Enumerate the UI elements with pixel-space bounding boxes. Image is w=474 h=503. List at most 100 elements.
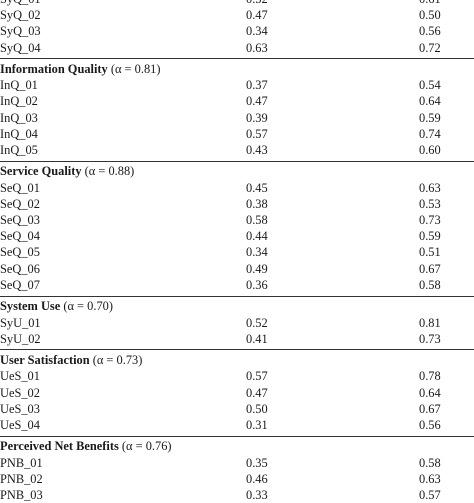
table-row: UeS_04 0.31 0.56 <box>0 417 474 433</box>
table-row: SeQ_04 0.44 0.59 <box>0 228 474 244</box>
section-header: System Use (α = 0.70) <box>0 298 474 315</box>
table-row: SyU_02 0.41 0.73 <box>0 331 474 347</box>
table-section: Information Quality (α = 0.81) InQ_01 0.37… <box>0 58 474 158</box>
table-row: SeQ_06 0.49 0.67 <box>0 261 474 277</box>
table-row: PNB_01 0.35 0.58 <box>0 455 474 471</box>
value-col-2: 0.67 <box>419 401 441 416</box>
item-code: UeS_04 <box>0 417 40 432</box>
value-col-1: 0.36 <box>246 277 268 292</box>
section-header: Perceived Net Benefits (α = 0.76) <box>0 438 474 455</box>
value-col-1: 0.58 <box>246 213 268 228</box>
item-code: SeQ_04 <box>0 229 40 244</box>
table-row: PNB_02 0.46 0.63 <box>0 471 474 487</box>
table-section: User Satisfaction (α = 0.73) UeS_01 0.57 0.… <box>0 349 474 433</box>
value-col-1: 0.43 <box>246 143 268 157</box>
table-row: PNB_03 0.33 0.57 <box>0 487 474 503</box>
value-col-2: 0.56 <box>419 417 441 432</box>
item-code: PNB_01 <box>0 455 43 470</box>
section-header: Information Quality (α = 0.81) <box>0 61 474 78</box>
table-row: SyQ_03 0.34 0.56 <box>0 23 474 39</box>
value-col-2: 0.64 <box>419 385 441 400</box>
value-col-2: 0.60 <box>419 143 441 157</box>
item-code: SyU_02 <box>0 331 41 346</box>
value-col-1: 0.49 <box>246 261 268 276</box>
item-code: SyQ_03 <box>0 24 41 39</box>
item-code: PNB_02 <box>0 471 43 486</box>
construct-title: Service Quality <box>0 164 82 179</box>
item-code: SyQ_01 <box>0 0 41 7</box>
value-col-2: 0.74 <box>419 126 441 141</box>
item-code: UeS_02 <box>0 385 40 400</box>
value-col-1: 0.47 <box>246 8 268 23</box>
value-col-1: 0.52 <box>246 0 268 7</box>
table-row: SyQ_04 0.63 0.72 <box>0 40 474 56</box>
table-section: System Use (α = 0.70) SyU_01 0.52 0.81 SyU_0… <box>0 295 474 347</box>
value-col-1: 0.34 <box>246 245 268 260</box>
value-col-1: 0.57 <box>246 369 268 384</box>
value-col-2: 0.73 <box>419 331 441 346</box>
value-col-1: 0.50 <box>246 401 268 416</box>
cronbach-alpha: (α = 0.81) <box>110 61 161 76</box>
table-row: InQ_01 0.37 0.54 <box>0 77 474 93</box>
construct-title: System Use <box>0 299 61 313</box>
value-col-2: 0.78 <box>419 369 441 384</box>
value-col-2: 0.57 <box>419 488 441 502</box>
value-col-2: 0.58 <box>419 455 441 470</box>
item-code: SeQ_06 <box>0 261 40 276</box>
section-header: Service Quality (α = 0.88) <box>0 163 474 180</box>
table-row: UeS_02 0.47 0.64 <box>0 385 474 401</box>
value-col-2: 0.61 <box>419 0 441 7</box>
item-code: UeS_01 <box>0 369 40 384</box>
value-col-2: 0.67 <box>419 261 441 276</box>
item-code: SeQ_03 <box>0 213 40 228</box>
value-col-1: 0.47 <box>246 94 268 109</box>
value-col-1: 0.46 <box>246 471 268 486</box>
value-col-2: 0.81 <box>419 315 441 330</box>
table-row: SeQ_07 0.36 0.58 <box>0 277 474 293</box>
table-section: Service Quality (α = 0.88) SeQ_01 0.45 0.63… <box>0 160 474 293</box>
item-code: SyQ_04 <box>0 40 41 55</box>
table-row: SeQ_02 0.38 0.53 <box>0 196 474 212</box>
item-code: SyU_01 <box>0 315 41 330</box>
item-code: SeQ_07 <box>0 277 40 292</box>
item-code: SyQ_02 <box>0 8 41 23</box>
item-code: SeQ_01 <box>0 180 40 195</box>
value-col-2: 0.54 <box>419 78 441 93</box>
value-col-1: 0.47 <box>246 385 268 400</box>
table-row: UeS_03 0.50 0.67 <box>0 401 474 417</box>
value-col-1: 0.52 <box>246 315 268 330</box>
cronbach-alpha: (α = 0.70) <box>63 299 113 313</box>
value-col-2: 0.63 <box>419 471 441 486</box>
value-col-2: 0.73 <box>419 213 441 228</box>
item-code: InQ_03 <box>0 110 38 125</box>
item-code: UeS_03 <box>0 401 40 416</box>
item-code: InQ_01 <box>0 78 38 93</box>
value-col-2: 0.59 <box>419 229 441 244</box>
value-col-1: 0.57 <box>246 126 268 141</box>
value-col-2: 0.53 <box>419 196 441 211</box>
table-row: SyQ_02 0.47 0.50 <box>0 7 474 23</box>
table-row: SyU_01 0.52 0.81 <box>0 315 474 331</box>
cronbach-alpha: (α = 0.76) <box>121 439 172 454</box>
value-col-1: 0.35 <box>246 455 268 470</box>
value-col-2: 0.64 <box>419 94 441 109</box>
value-col-2: 0.56 <box>419 24 441 39</box>
construct-title: Perceived Net Benefits <box>0 439 119 454</box>
cronbach-alpha: (α = 0.73) <box>92 352 143 367</box>
value-col-1: 0.31 <box>246 417 268 432</box>
construct-title: Information Quality <box>0 61 108 76</box>
table-row: SeQ_05 0.34 0.51 <box>0 244 474 260</box>
value-col-2: 0.63 <box>419 180 441 195</box>
value-col-1: 0.34 <box>246 24 268 39</box>
value-col-2: 0.59 <box>419 110 441 125</box>
table-row: InQ_03 0.39 0.59 <box>0 110 474 126</box>
value-col-1: 0.37 <box>246 78 268 93</box>
item-code: SeQ_05 <box>0 245 40 260</box>
section-header: User Satisfaction (α = 0.73) <box>0 352 474 369</box>
value-col-1: 0.38 <box>246 196 268 211</box>
value-col-2: 0.50 <box>419 8 441 23</box>
value-col-1: 0.41 <box>246 331 268 346</box>
item-code: PNB_03 <box>0 488 43 502</box>
value-col-2: 0.51 <box>419 245 441 260</box>
